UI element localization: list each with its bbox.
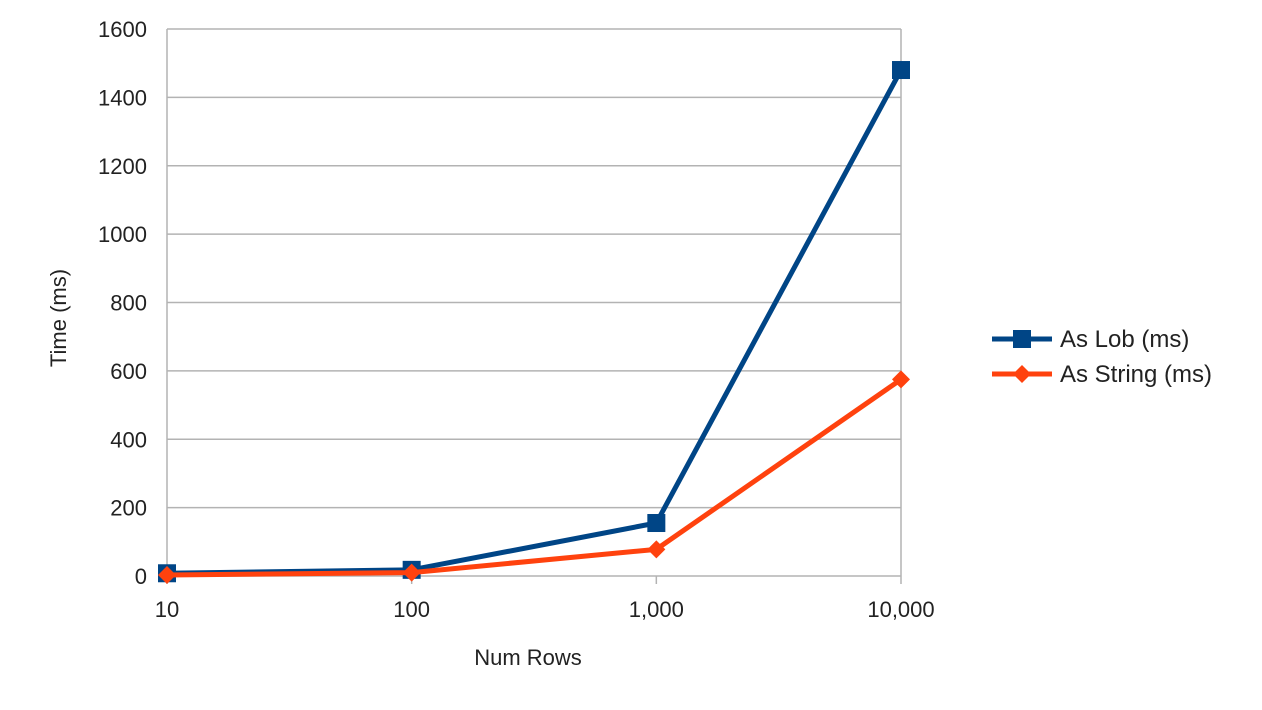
gridlines <box>167 29 901 576</box>
x-axis-title: Num Rows <box>474 645 582 670</box>
y-tick-label: 800 <box>110 291 147 316</box>
x-tick-label: 1,000 <box>629 597 684 622</box>
y-tick-label: 600 <box>110 359 147 384</box>
legend-label: As String (ms) <box>1060 361 1212 388</box>
x-axis-ticks: 10 100 1,000 10,000 <box>155 576 935 622</box>
legend-marker <box>1013 365 1031 383</box>
y-tick-label: 1400 <box>98 85 147 110</box>
y-tick-label: 200 <box>110 496 147 521</box>
legend-label: As Lob (ms) <box>1060 326 1189 353</box>
y-tick-label: 1600 <box>98 17 147 42</box>
x-tick-label: 100 <box>393 597 430 622</box>
x-tick-label: 10 <box>155 597 179 622</box>
data-point-1 <box>892 61 910 79</box>
y-tick-label: 400 <box>110 427 147 452</box>
y-tick-label: 1200 <box>98 154 147 179</box>
series-line-1 <box>167 70 901 573</box>
y-tick-label: 1000 <box>98 222 147 247</box>
y-axis-title: Time (ms) <box>46 269 71 367</box>
y-axis-ticks: 0 200 400 600 800 1000 1200 1400 1600 <box>98 17 147 589</box>
series-layer <box>158 61 910 584</box>
data-point-1 <box>647 514 665 532</box>
y-tick-label: 0 <box>135 564 147 589</box>
legend: As Lob (ms) As String (ms) <box>992 326 1212 388</box>
legend-marker <box>1013 330 1031 348</box>
x-tick-label: 10,000 <box>867 597 934 622</box>
